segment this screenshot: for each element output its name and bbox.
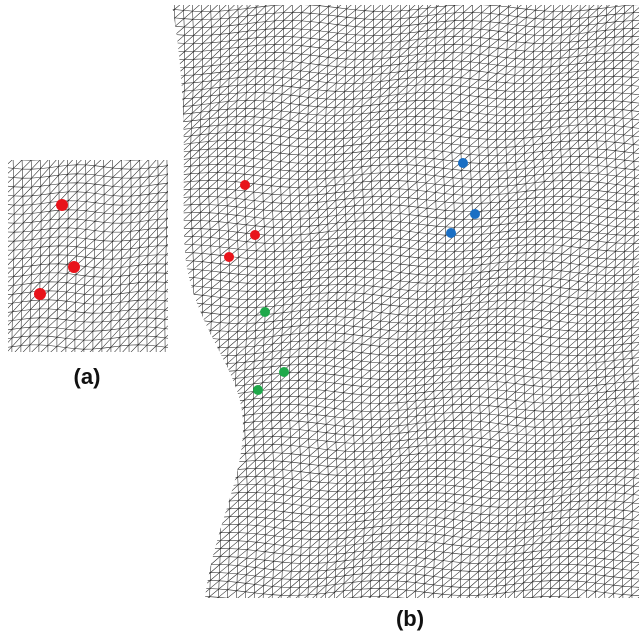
mesh-lines bbox=[3, 156, 176, 358]
red-marker bbox=[240, 180, 250, 190]
blue-marker bbox=[446, 228, 456, 238]
panel-label: (a) bbox=[74, 364, 101, 389]
blue-marker bbox=[470, 209, 480, 219]
red-marker bbox=[56, 199, 68, 211]
red-marker bbox=[34, 288, 46, 300]
mesh-lines bbox=[3, 156, 176, 358]
green-marker bbox=[279, 367, 289, 377]
mesh-a bbox=[3, 156, 176, 358]
green-marker bbox=[253, 385, 263, 395]
panel-label: (b) bbox=[396, 606, 424, 631]
red-marker bbox=[250, 230, 260, 240]
red-marker bbox=[224, 252, 234, 262]
blue-marker bbox=[458, 158, 468, 168]
mesh-lines bbox=[3, 156, 176, 358]
green-marker bbox=[260, 307, 270, 317]
figure: (a) (b) bbox=[0, 0, 639, 640]
mesh-b bbox=[163, 0, 639, 612]
red-marker bbox=[68, 261, 80, 273]
